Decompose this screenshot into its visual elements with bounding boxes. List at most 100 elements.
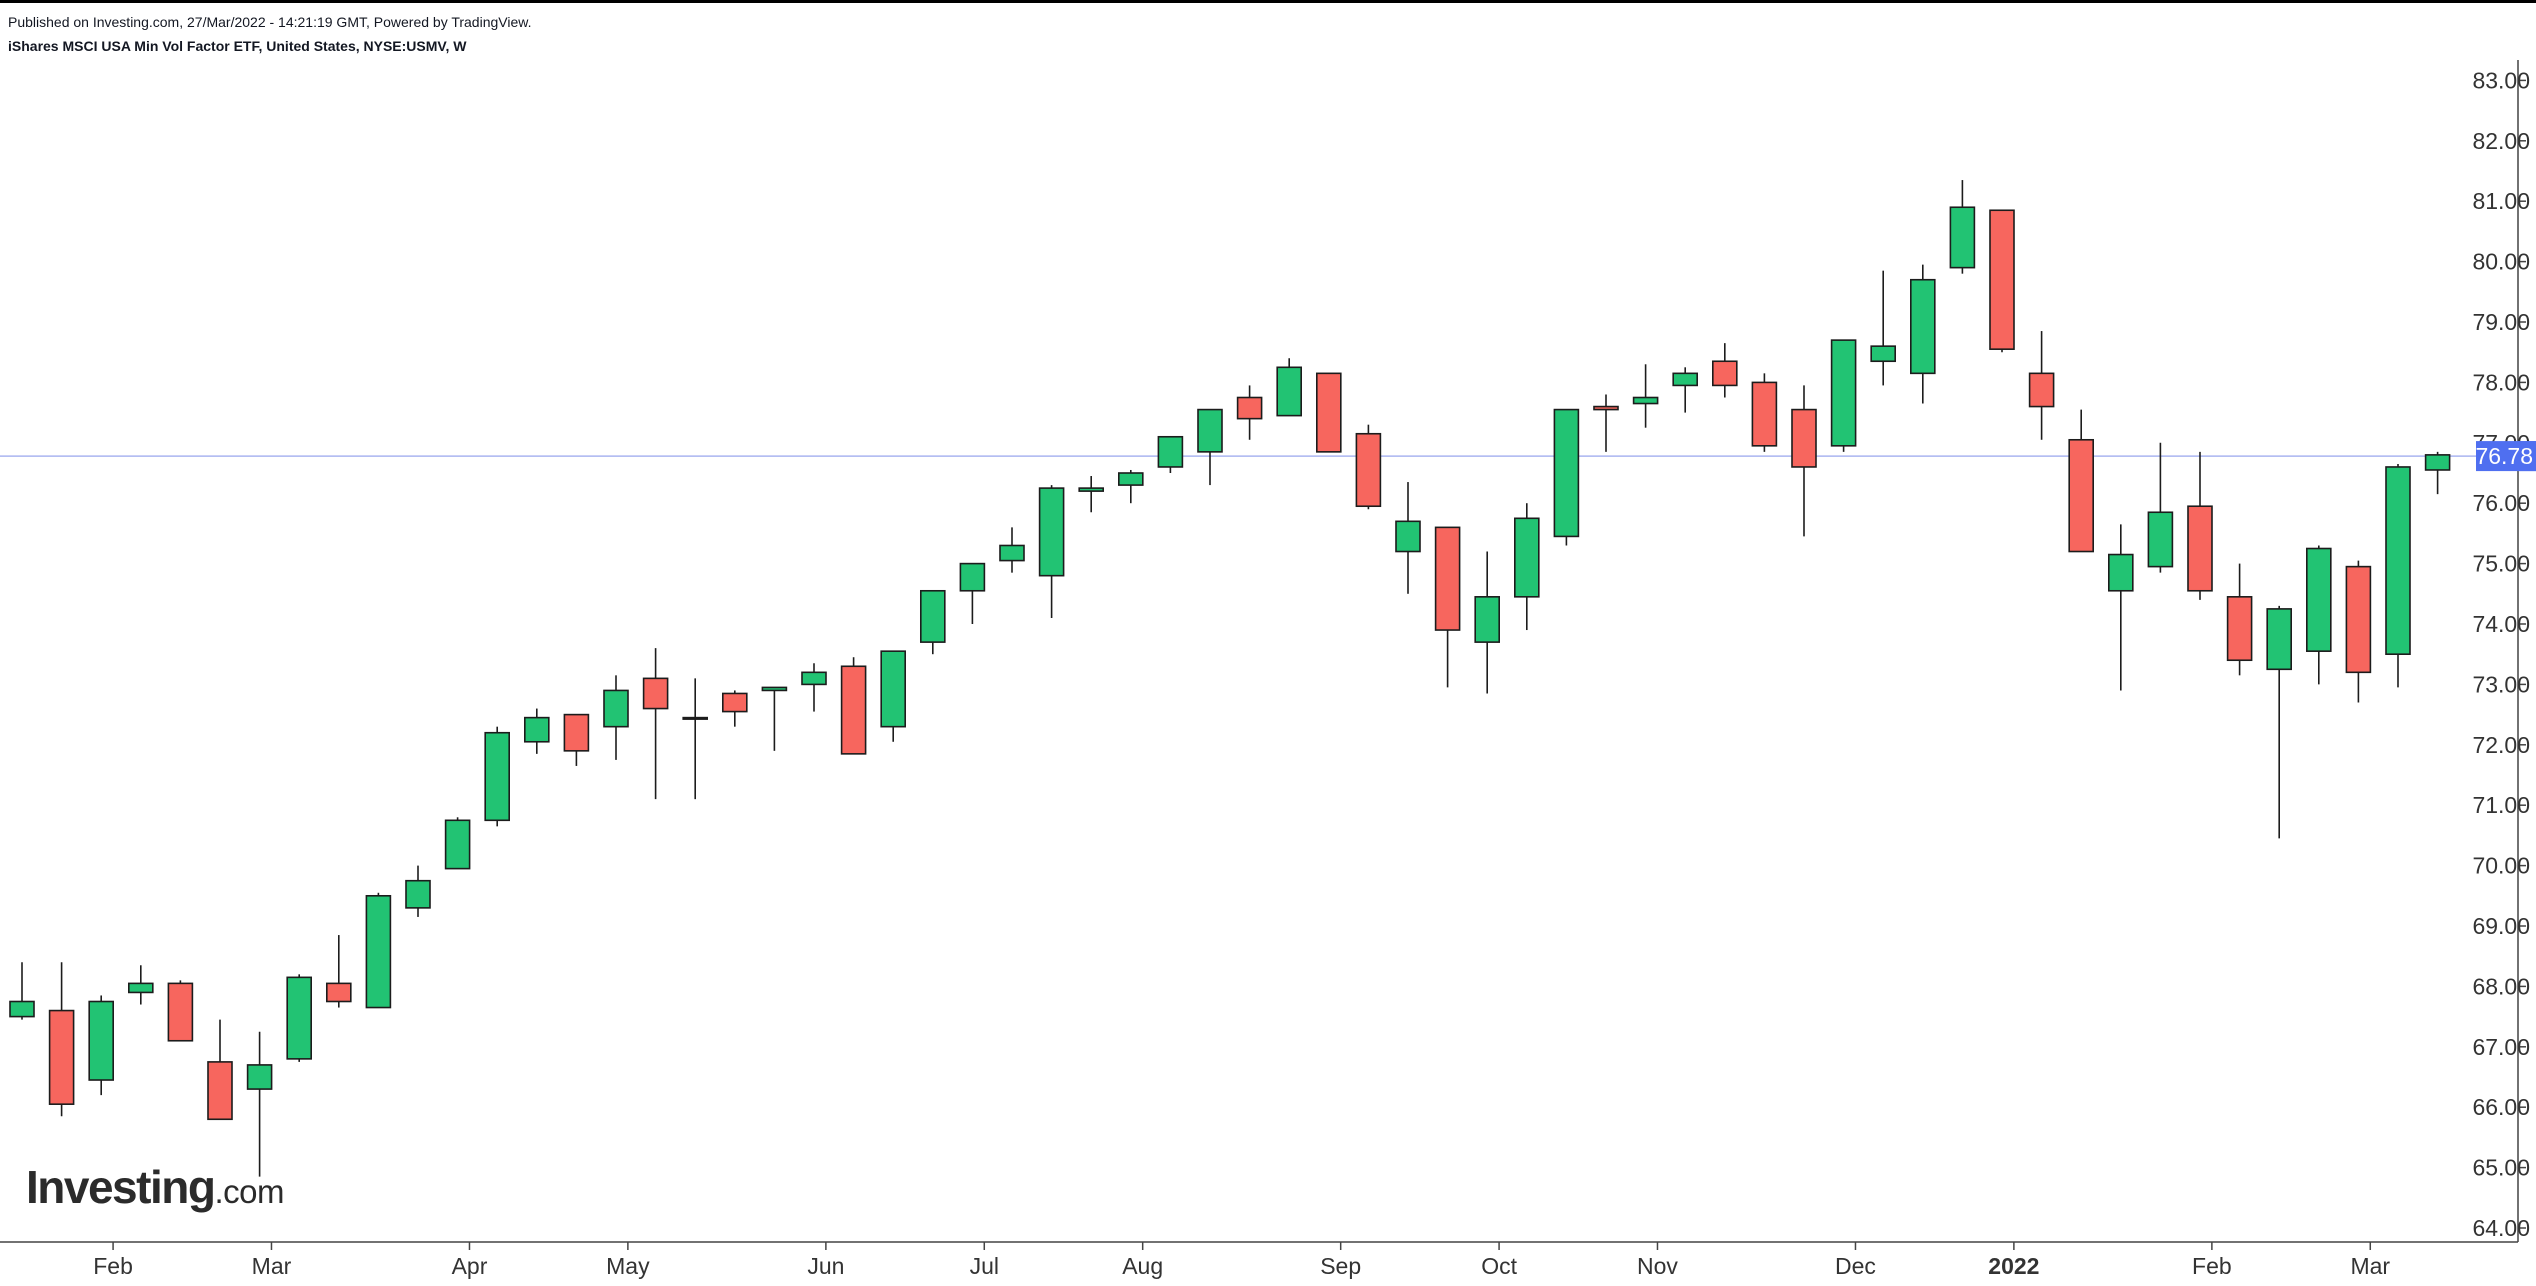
y-tick-label: 64.00 (2472, 1215, 2530, 1241)
candle (167, 980, 194, 1042)
y-tick-label: 75.00 (2472, 551, 2530, 577)
axes-group (0, 60, 2519, 1243)
y-tick-label: 69.00 (2472, 913, 2530, 939)
candle-body-up (1672, 372, 1698, 387)
candle (444, 817, 471, 870)
x-tick-label: Aug (1122, 1253, 1163, 1279)
y-tick-label: 78.00 (2472, 369, 2530, 395)
x-tick-label: Apr (452, 1253, 488, 1279)
candle-body-up (1949, 206, 1976, 269)
top-border (0, 0, 2536, 3)
candle-body-up (1870, 345, 1896, 363)
instrument-title: iShares MSCI USA Min Vol Factor ETF, Uni… (8, 38, 467, 54)
candle-body-up (1276, 366, 1302, 417)
y-tick-label: 72.00 (2472, 732, 2530, 758)
candle (1830, 339, 1857, 452)
candle-body-up (9, 1000, 35, 1018)
candle-body-up (761, 686, 788, 692)
candle-body-up (919, 589, 946, 643)
logo-suffix-text: .com (214, 1173, 284, 1210)
candle (405, 865, 431, 917)
candle-body-down (642, 677, 669, 710)
candle-body-up (682, 716, 709, 720)
candle-body-down (840, 665, 867, 755)
candle-body-up (801, 671, 827, 686)
y-axis-ticks: 64.00 65.00 66.00 67.00 68.00 69.00 70.00 71.00… (2472, 67, 2530, 1241)
candle (959, 562, 986, 624)
candle-body-up (2108, 553, 2134, 592)
candle (246, 1031, 273, 1177)
candle-body-down (167, 982, 194, 1042)
candle-body-down (325, 982, 352, 1003)
candle-body-down (1791, 408, 1817, 468)
candle (2226, 563, 2253, 676)
candle (48, 962, 75, 1117)
candle (1276, 358, 1302, 417)
y-tick-label: 83.00 (2472, 67, 2530, 93)
candle (563, 713, 590, 766)
candle-body-up (880, 650, 907, 728)
candle-body-down (1712, 360, 1738, 387)
candle-body-up (405, 879, 431, 909)
candle (207, 1019, 233, 1121)
candle (1712, 343, 1738, 398)
candle (1474, 551, 1500, 694)
candle-body-up (484, 731, 511, 822)
candle-body-up (603, 689, 629, 728)
x-tick-label: Mar (252, 1253, 292, 1279)
candle-body-down (2068, 438, 2094, 553)
candle (801, 663, 827, 712)
candle-body-down (207, 1061, 233, 1121)
candle-body-down (2226, 596, 2253, 662)
y-tick-label: 71.00 (2472, 792, 2530, 818)
candle-body-down (1434, 526, 1461, 631)
candle (1751, 373, 1778, 452)
candle-body-up (444, 819, 471, 870)
candle-body-down (2345, 565, 2372, 674)
x-tick-label: Oct (1481, 1253, 1517, 1279)
published-caption: Published on Investing.com, 27/Mar/2022 … (8, 14, 532, 30)
candle (1316, 372, 1342, 453)
last-price-tag-group: 76.78 (2475, 441, 2536, 472)
candle (880, 650, 907, 742)
x-tick-label: Dec (1835, 1253, 1876, 1279)
candle (1593, 394, 1619, 452)
candle-body-down (1316, 372, 1342, 453)
candle (1989, 209, 2015, 353)
candle-body-down (563, 713, 590, 752)
y-tick-label: 81.00 (2472, 188, 2530, 214)
y-tick-label: 66.00 (2472, 1094, 2530, 1120)
y-tick-label: 67.00 (2472, 1034, 2530, 1060)
candle (919, 589, 946, 655)
last-price-label: 76.78 (2475, 443, 2533, 469)
candle-body-up (1395, 520, 1421, 553)
candle-body-up (286, 976, 313, 1060)
candle (1553, 408, 1580, 546)
candle (2147, 442, 2174, 573)
candle-body-down (1989, 209, 2015, 350)
candle (2385, 463, 2411, 688)
candle (1514, 503, 1540, 631)
candle-body-down (721, 692, 748, 713)
candle-body-up (2424, 454, 2451, 471)
x-tick-label: Sep (1320, 1253, 1361, 1279)
candle-body-up (959, 562, 986, 592)
candle (1870, 270, 1896, 386)
y-tick-label: 65.00 (2472, 1155, 2530, 1181)
candle (1078, 476, 1104, 513)
candle-body-up (523, 716, 550, 743)
candle-body-down (48, 1009, 75, 1105)
candle-body-up (88, 1000, 114, 1081)
candle (682, 678, 709, 800)
candle (721, 690, 748, 727)
candle-body-up (1514, 517, 1540, 598)
x-tick-label: Nov (1637, 1253, 1678, 1279)
candle-body-up (2266, 608, 2292, 671)
candle (523, 708, 550, 754)
candle (2266, 605, 2292, 839)
candle (1910, 264, 1936, 404)
candles-group (9, 180, 2451, 1177)
candle-body-up (1632, 396, 1659, 405)
last-price-tag-box (2476, 441, 2536, 472)
